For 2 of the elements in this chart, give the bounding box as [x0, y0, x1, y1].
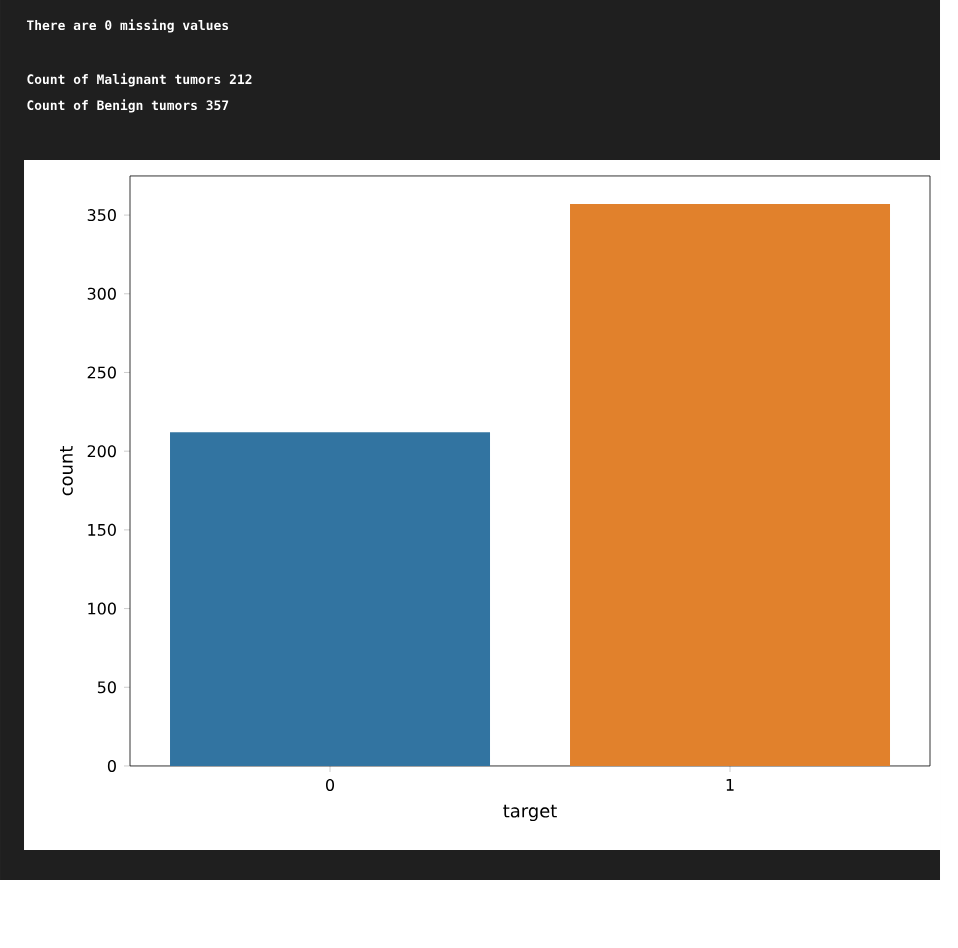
y-axis-title: count	[60, 446, 73, 496]
x-axis-title: target	[503, 804, 557, 822]
